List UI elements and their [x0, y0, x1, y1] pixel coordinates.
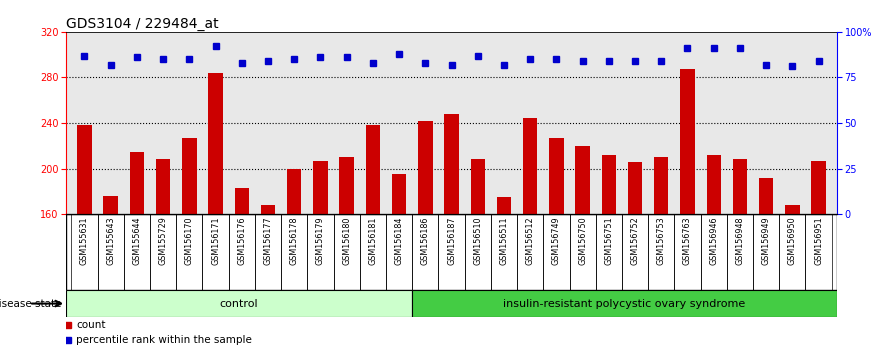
Bar: [805, 214, 832, 290]
Text: GSM156950: GSM156950: [788, 216, 797, 265]
Bar: [281, 214, 307, 290]
Bar: [130, 152, 144, 214]
Bar: [255, 214, 281, 290]
Text: GSM156753: GSM156753: [656, 216, 666, 265]
Text: GSM156179: GSM156179: [316, 216, 325, 265]
Bar: [464, 214, 491, 290]
Bar: [753, 214, 780, 290]
Bar: [674, 214, 700, 290]
Text: control: control: [219, 298, 258, 309]
Text: GSM156184: GSM156184: [395, 216, 403, 265]
Bar: [203, 214, 229, 290]
Text: GSM155644: GSM155644: [132, 216, 141, 265]
Bar: [418, 121, 433, 214]
Bar: [123, 214, 150, 290]
Bar: [386, 214, 412, 290]
Text: GSM156763: GSM156763: [683, 216, 692, 265]
Text: GSM156510: GSM156510: [473, 216, 482, 265]
Bar: [366, 125, 380, 214]
Bar: [628, 162, 642, 214]
Bar: [66, 290, 411, 317]
Bar: [98, 214, 123, 290]
Text: GSM156171: GSM156171: [211, 216, 220, 265]
Bar: [544, 214, 569, 290]
Text: GSM156186: GSM156186: [421, 216, 430, 265]
Bar: [654, 157, 669, 214]
Bar: [680, 69, 695, 214]
Bar: [517, 214, 544, 290]
Bar: [412, 214, 439, 290]
Text: GSM156752: GSM156752: [631, 216, 640, 265]
Text: GSM155643: GSM155643: [106, 216, 115, 265]
Text: GSM156180: GSM156180: [342, 216, 352, 265]
Bar: [411, 290, 837, 317]
Bar: [287, 169, 301, 214]
Bar: [150, 214, 176, 290]
Bar: [759, 178, 774, 214]
Bar: [575, 146, 589, 214]
Bar: [156, 159, 170, 214]
Bar: [234, 188, 249, 214]
Bar: [176, 214, 203, 290]
Text: GSM156946: GSM156946: [709, 216, 718, 265]
Text: GSM156181: GSM156181: [368, 216, 377, 265]
Text: disease state: disease state: [0, 298, 62, 309]
Text: GSM156949: GSM156949: [762, 216, 771, 265]
Text: count: count: [76, 320, 106, 330]
Bar: [392, 174, 406, 214]
Bar: [700, 214, 727, 290]
Bar: [78, 125, 92, 214]
Text: GDS3104 / 229484_at: GDS3104 / 229484_at: [66, 17, 218, 31]
Bar: [444, 114, 459, 214]
Bar: [261, 205, 275, 214]
Bar: [707, 155, 721, 214]
Bar: [470, 159, 485, 214]
Text: insulin-resistant polycystic ovary syndrome: insulin-resistant polycystic ovary syndr…: [503, 298, 745, 309]
Text: GSM156948: GSM156948: [736, 216, 744, 265]
Text: GSM156750: GSM156750: [578, 216, 587, 265]
Bar: [549, 138, 564, 214]
Text: GSM156512: GSM156512: [526, 216, 535, 265]
Bar: [339, 157, 354, 214]
Bar: [439, 214, 464, 290]
Text: GSM156176: GSM156176: [237, 216, 247, 265]
Bar: [648, 214, 674, 290]
Text: GSM156751: GSM156751: [604, 216, 613, 265]
Bar: [491, 214, 517, 290]
Bar: [359, 214, 386, 290]
Bar: [71, 214, 98, 290]
Bar: [811, 161, 825, 214]
Bar: [569, 214, 596, 290]
Bar: [314, 161, 328, 214]
Bar: [596, 214, 622, 290]
Text: percentile rank within the sample: percentile rank within the sample: [76, 335, 252, 345]
Bar: [785, 205, 800, 214]
Text: GSM156187: GSM156187: [447, 216, 456, 265]
Bar: [208, 73, 223, 214]
Bar: [229, 214, 255, 290]
Bar: [497, 197, 511, 214]
Bar: [523, 119, 537, 214]
Text: GSM156170: GSM156170: [185, 216, 194, 265]
Text: GSM155729: GSM155729: [159, 216, 167, 266]
Text: GSM155631: GSM155631: [80, 216, 89, 265]
Bar: [103, 196, 118, 214]
Text: GSM156178: GSM156178: [290, 216, 299, 265]
Text: GSM156177: GSM156177: [263, 216, 272, 265]
Bar: [334, 214, 359, 290]
Bar: [182, 138, 196, 214]
Bar: [780, 214, 805, 290]
Text: GSM156951: GSM156951: [814, 216, 823, 265]
Bar: [727, 214, 753, 290]
Bar: [307, 214, 334, 290]
Bar: [622, 214, 648, 290]
Text: GSM156511: GSM156511: [500, 216, 508, 265]
Bar: [602, 155, 616, 214]
Bar: [733, 159, 747, 214]
Text: GSM156749: GSM156749: [552, 216, 561, 265]
